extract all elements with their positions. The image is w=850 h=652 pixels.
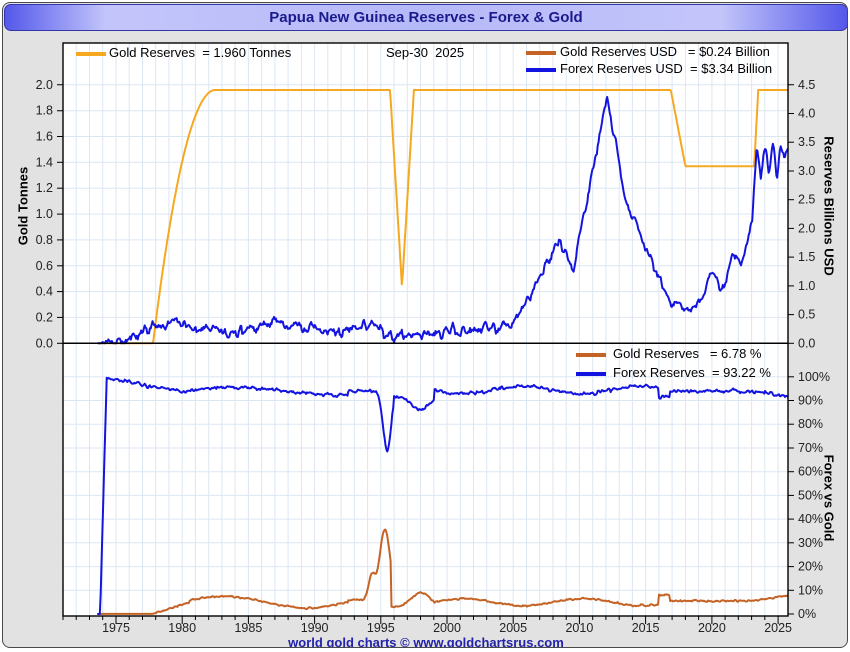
svg-text:50%: 50% bbox=[798, 488, 823, 502]
svg-text:4.5: 4.5 bbox=[798, 78, 815, 92]
svg-text:0.6: 0.6 bbox=[36, 259, 53, 273]
svg-text:1985: 1985 bbox=[234, 621, 262, 635]
svg-text:100%: 100% bbox=[798, 370, 830, 384]
svg-text:2010: 2010 bbox=[565, 621, 593, 635]
svg-text:1.0: 1.0 bbox=[36, 207, 53, 221]
svg-text:1.4: 1.4 bbox=[36, 155, 53, 169]
svg-text:2.5: 2.5 bbox=[798, 193, 815, 207]
svg-text:2000: 2000 bbox=[433, 621, 461, 635]
svg-text:60%: 60% bbox=[798, 465, 823, 479]
svg-text:3.0: 3.0 bbox=[798, 164, 815, 178]
svg-text:1995: 1995 bbox=[367, 621, 395, 635]
svg-text:1.6: 1.6 bbox=[36, 130, 53, 144]
svg-text:2005: 2005 bbox=[499, 621, 527, 635]
svg-text:20%: 20% bbox=[798, 560, 823, 574]
svg-text:0.0: 0.0 bbox=[36, 336, 53, 350]
svg-text:1975: 1975 bbox=[102, 621, 130, 635]
svg-text:0.4: 0.4 bbox=[36, 285, 53, 299]
svg-text:3.5: 3.5 bbox=[798, 135, 815, 149]
svg-text:2.0: 2.0 bbox=[798, 221, 815, 235]
svg-text:2015: 2015 bbox=[632, 621, 660, 635]
svg-text:90%: 90% bbox=[798, 394, 823, 408]
svg-text:30%: 30% bbox=[798, 536, 823, 550]
svg-text:0.2: 0.2 bbox=[36, 310, 53, 324]
svg-text:0.5: 0.5 bbox=[798, 308, 815, 322]
svg-text:1.5: 1.5 bbox=[798, 250, 815, 264]
svg-text:10%: 10% bbox=[798, 583, 823, 597]
svg-text:4.0: 4.0 bbox=[798, 107, 815, 121]
svg-text:80%: 80% bbox=[798, 417, 823, 431]
svg-text:70%: 70% bbox=[798, 441, 823, 455]
svg-text:0.8: 0.8 bbox=[36, 233, 53, 247]
svg-text:2020: 2020 bbox=[698, 621, 726, 635]
svg-text:0.0: 0.0 bbox=[798, 336, 815, 350]
svg-text:1.0: 1.0 bbox=[798, 279, 815, 293]
svg-text:40%: 40% bbox=[798, 512, 823, 526]
svg-text:1980: 1980 bbox=[168, 621, 196, 635]
svg-text:1.2: 1.2 bbox=[36, 181, 53, 195]
svg-text:2025: 2025 bbox=[764, 621, 792, 635]
svg-text:1.8: 1.8 bbox=[36, 104, 53, 118]
svg-text:2.0: 2.0 bbox=[36, 78, 53, 92]
svg-text:1990: 1990 bbox=[301, 621, 329, 635]
svg-text:0%: 0% bbox=[798, 607, 816, 621]
